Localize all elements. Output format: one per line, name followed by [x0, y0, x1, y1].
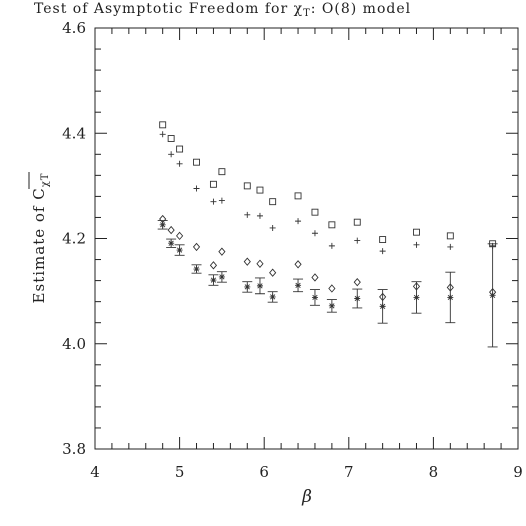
plus-marker: [168, 151, 175, 158]
star-marker: [354, 295, 361, 302]
plus-marker: [295, 218, 302, 225]
x-axis-label: β: [301, 487, 312, 507]
square-marker: [176, 145, 184, 153]
square-marker: [269, 198, 277, 206]
diamond-marker: [192, 242, 201, 252]
y-tick-label: 4.2: [62, 230, 86, 248]
plus-marker: [354, 237, 361, 244]
chart-title: Test of Asymptotic Freedom for χT: O(8) …: [34, 1, 411, 19]
square-marker: [413, 228, 420, 236]
series-square: [159, 121, 497, 248]
diamond-marker: [328, 284, 336, 293]
plus-marker: [447, 243, 454, 250]
y-tick-label: 4.6: [62, 19, 86, 37]
square-marker: [353, 218, 361, 226]
plus-marker: [379, 248, 386, 255]
x-tick-label: 9: [513, 463, 523, 481]
star-marker: [447, 294, 454, 301]
star-marker: [256, 282, 263, 289]
diamond-marker: [167, 225, 175, 235]
square-marker: [167, 135, 175, 142]
diamond-marker: [294, 260, 302, 269]
star-marker: [269, 293, 276, 300]
plus-marker: [159, 131, 166, 138]
plus-marker: [311, 230, 318, 237]
square-marker: [243, 182, 251, 190]
star-marker: [168, 240, 175, 247]
y-tick-label: 3.8: [62, 440, 86, 458]
axis-ticks: [94, 27, 519, 450]
star-marker: [379, 303, 386, 310]
square-marker: [311, 208, 319, 216]
diamond-marker: [209, 261, 218, 270]
star-marker: [489, 292, 496, 299]
series-diamond: [159, 214, 497, 302]
x-tick-label: 4: [90, 463, 100, 481]
square-marker: [218, 168, 226, 176]
plus-marker: [244, 211, 251, 218]
plus-marker: [210, 198, 217, 205]
star-marker: [159, 221, 166, 228]
star-marker: [413, 294, 420, 301]
diamond-marker: [243, 257, 251, 266]
diamond-marker: [218, 247, 226, 256]
plus-marker: [256, 212, 263, 219]
star-marker: [218, 273, 225, 280]
series-star: [157, 220, 498, 348]
square-marker: [294, 192, 302, 200]
y-tick-label: 4.4: [62, 124, 86, 142]
star-marker: [193, 266, 200, 273]
star-marker: [295, 282, 302, 289]
series-plus: [159, 131, 496, 255]
diamond-marker: [269, 268, 277, 277]
star-marker: [176, 247, 183, 254]
x-tick-label: 8: [429, 463, 439, 481]
x-tick-label: 6: [259, 463, 269, 481]
plus-marker: [193, 185, 200, 192]
x-tick-label: 7: [344, 463, 354, 481]
star-marker: [328, 302, 335, 309]
square-marker: [256, 186, 264, 194]
star-marker: [210, 277, 217, 284]
square-marker: [379, 236, 387, 244]
plot-frame: [94, 27, 519, 450]
svg-text:Estimate of CχT: Estimate of CχT: [30, 173, 51, 304]
square-marker: [193, 158, 200, 166]
plus-marker: [218, 197, 225, 204]
square-marker: [159, 121, 167, 129]
y-tick-labels: 3.8 4.0 4.2 4.4 4.6: [62, 19, 86, 458]
x-tick-label: 5: [175, 463, 185, 481]
square-marker: [446, 232, 454, 240]
square-marker: [328, 221, 336, 229]
diamond-marker: [311, 273, 319, 282]
star-marker: [244, 283, 251, 290]
diamond-marker: [353, 277, 361, 287]
y-axis-label: Estimate of CχT: [28, 172, 51, 304]
data-marks: [157, 121, 498, 348]
square-marker: [209, 180, 217, 188]
diamond-marker: [176, 231, 184, 241]
star-marker: [311, 294, 318, 301]
y-tick-label: 4.0: [62, 335, 86, 353]
plus-marker: [176, 160, 183, 167]
plus-marker: [413, 241, 420, 248]
plus-marker: [269, 224, 276, 231]
x-tick-labels: 4 5 6 7 8 9: [90, 463, 523, 481]
plus-marker: [328, 242, 335, 249]
diamond-marker: [256, 259, 264, 268]
